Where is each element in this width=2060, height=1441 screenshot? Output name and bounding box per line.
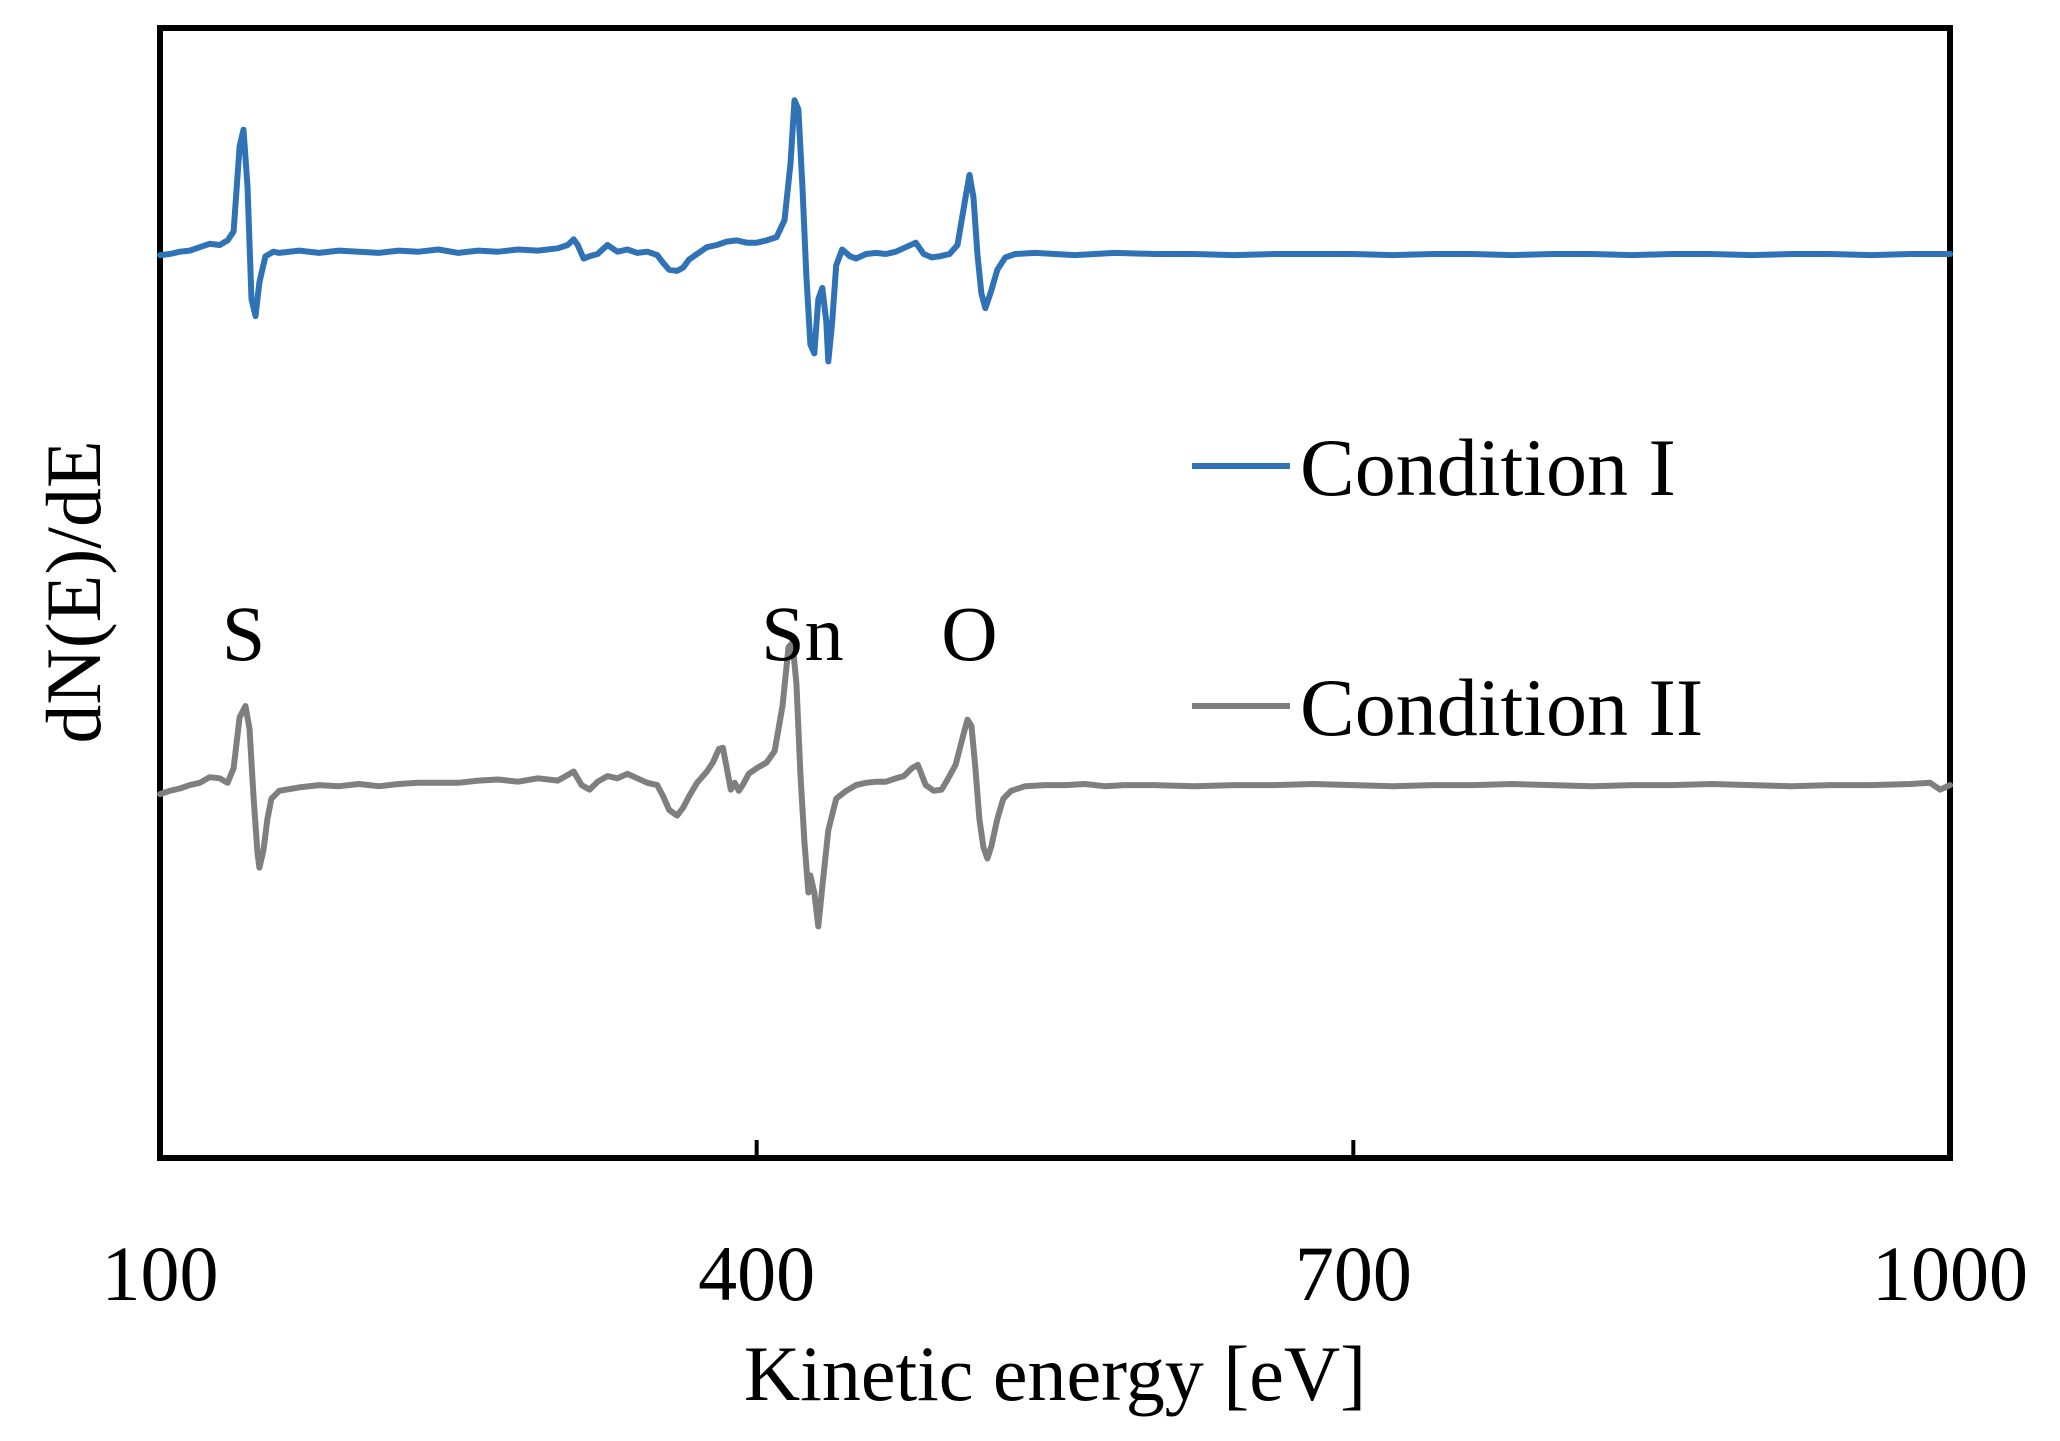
legend: Condition I Condition II [1192,422,1703,753]
x-axis-ticks [158,1140,1952,1158]
x-tick-label: 100 [102,1230,219,1317]
annotation-o: O [941,590,997,677]
annotation-s: S [222,590,265,677]
x-axis-tick-labels: 100 400 700 1000 [102,1230,2029,1317]
x-tick-label: 1000 [1872,1230,2028,1317]
plot-area-frame [157,25,1953,1161]
annotation-sn: Sn [761,590,843,677]
series-line-condition-ii [157,639,1953,930]
legend-label-condition-ii: Condition II [1300,662,1703,753]
x-tick-label: 400 [698,1230,815,1317]
legend-label-condition-i: Condition I [1300,422,1676,513]
series-line-condition-i [157,97,1953,365]
x-axis-title: Kinetic energy [eV] [744,1330,1366,1417]
y-axis-title: dN(E)/dE [30,440,117,743]
x-tick-label: 700 [1295,1230,1412,1317]
